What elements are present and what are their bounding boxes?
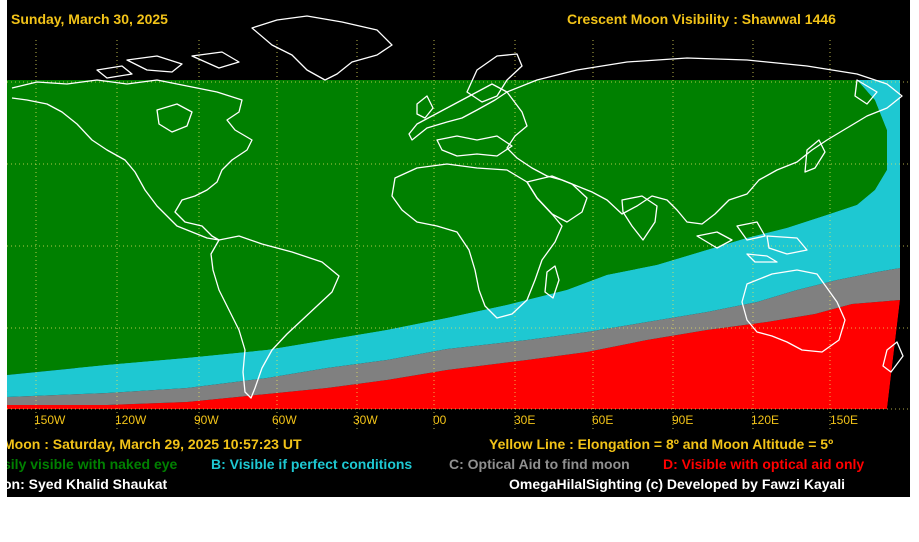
map-canvas (7, 15, 910, 430)
graticule (7, 40, 910, 430)
lon-label-30w: 30W (353, 413, 378, 427)
zone-d-region (7, 300, 900, 409)
lon-label-90e: 90E (672, 413, 694, 427)
lon-label-30e: 30E (514, 413, 536, 427)
legend-a: sily visible with naked eye (7, 456, 178, 472)
legend-d: D: Visible with optical aid only (663, 456, 865, 472)
date-title: Sunday, March 30, 2025 (11, 11, 168, 27)
lon-label-120w: 120W (115, 413, 147, 427)
coastlines (11, 15, 904, 399)
visibility-map: Sunday, March 30, 2025 Crescent Moon Vis… (7, 0, 910, 497)
lon-label-90w: 90W (194, 413, 219, 427)
lon-label-150e: 150E (830, 413, 859, 427)
credit-right: OmegaHilalSighting (c) Developed by Fawz… (509, 476, 846, 492)
lon-label-60e: 60E (592, 413, 614, 427)
lon-label-120e: 120E (751, 413, 780, 427)
lon-label-60w: 60W (272, 413, 297, 427)
zone-b-strip (7, 80, 900, 392)
legend-c: C: Optical Aid to find moon (449, 456, 630, 472)
zone-a-region (7, 80, 887, 375)
legend-b: B: Visible if perfect conditions (211, 456, 413, 472)
credit-left: on: Syed Khalid Shaukat (7, 476, 168, 492)
yellow-line-note: Yellow Line : Elongation = 8º and Moon A… (489, 436, 834, 452)
map-title: Crescent Moon Visibility : Shawwal 1446 (567, 11, 836, 27)
new-moon-time: Moon : Saturday, March 29, 2025 10:57:23… (7, 436, 302, 452)
lon-label-00: 00 (433, 413, 447, 427)
lon-label-150w: 150W (34, 413, 66, 427)
